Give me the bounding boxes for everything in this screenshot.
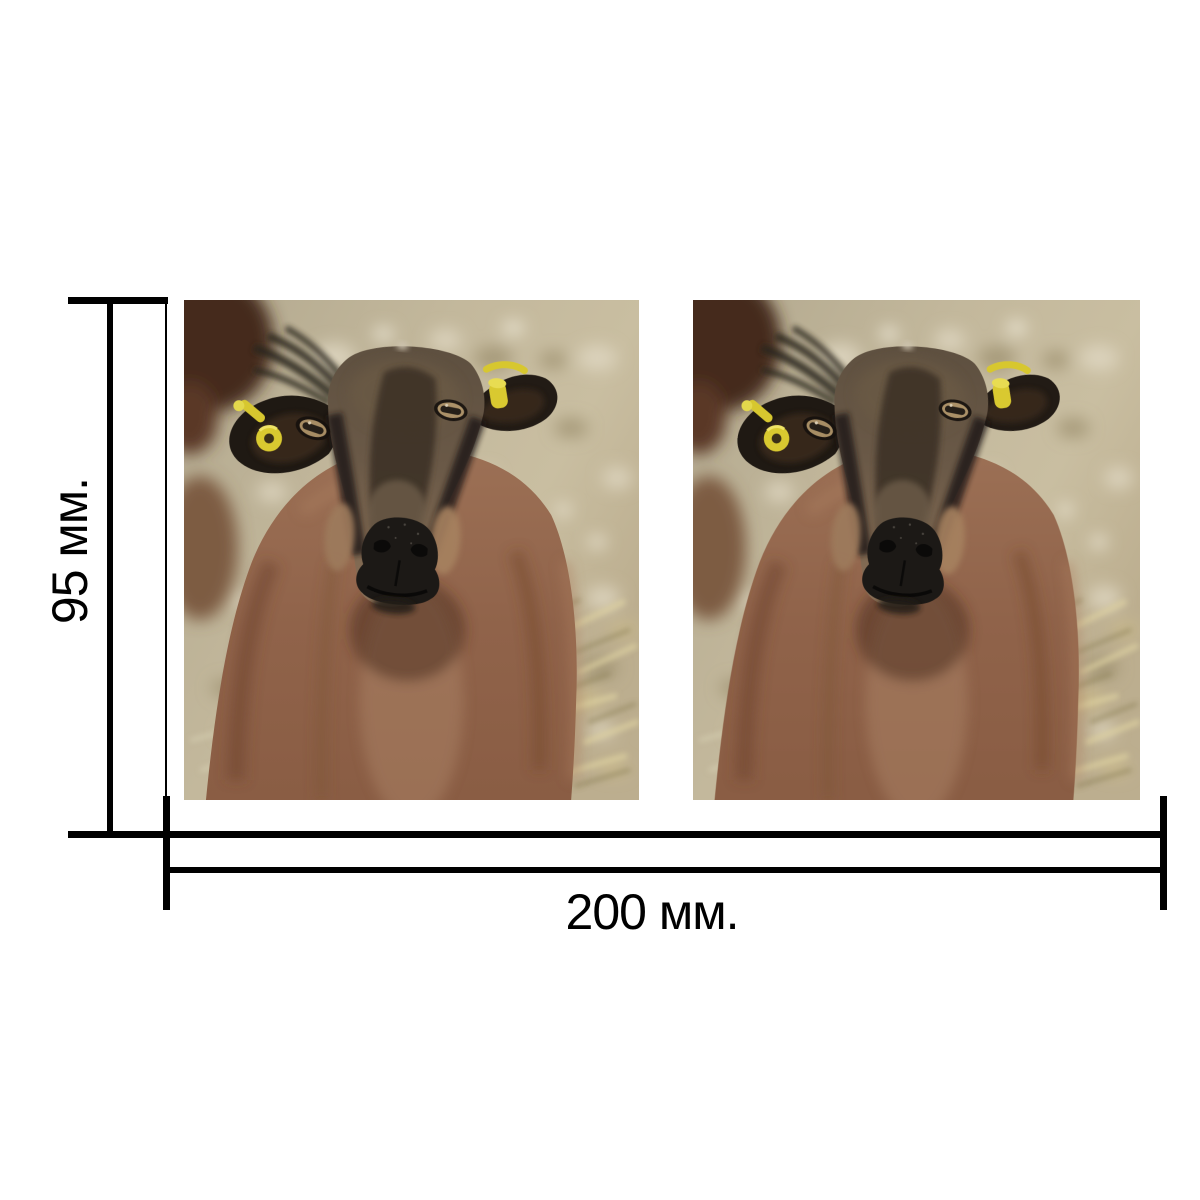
height-dimension-top-tick [68, 297, 168, 304]
height-dimension-line [107, 298, 113, 838]
left-extension-line [165, 300, 167, 831]
width-dimension-line [166, 867, 1164, 873]
width-dimension-right-tick [1160, 796, 1167, 910]
product-photo-1 [184, 300, 639, 800]
width-dimension-label: 200 мм. [565, 884, 740, 940]
goat-photo-illustration [184, 300, 639, 800]
height-dimension-label: 95 мм. [42, 477, 98, 625]
width-dimension-left-tick [163, 796, 170, 910]
product-photo-2 [693, 300, 1140, 800]
baseline-divider [68, 831, 1167, 838]
goat-photo-illustration [693, 300, 1140, 800]
